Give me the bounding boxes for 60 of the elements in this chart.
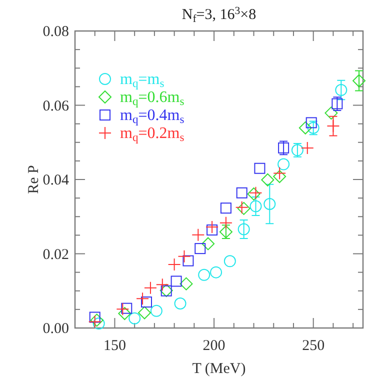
point bbox=[92, 318, 105, 330]
point bbox=[206, 220, 219, 234]
point bbox=[352, 74, 366, 88]
point bbox=[250, 200, 262, 212]
point bbox=[261, 173, 274, 186]
point bbox=[202, 237, 215, 250]
point bbox=[278, 158, 290, 170]
x-axis-title: T (MeV) bbox=[192, 361, 246, 377]
y-tick-label: 0.06 bbox=[42, 98, 70, 114]
point bbox=[298, 121, 312, 134]
point bbox=[144, 281, 157, 294]
legend-label: m$_{q}$=0.6m$_{s}$ bbox=[120, 89, 185, 108]
point bbox=[220, 202, 232, 214]
point bbox=[180, 277, 193, 290]
point bbox=[236, 187, 248, 198]
y-axis-title: Re P bbox=[26, 165, 42, 194]
legend-label: m$_{q}$=0.2m$_{s}$ bbox=[120, 125, 185, 144]
point bbox=[170, 276, 182, 287]
point bbox=[182, 255, 194, 266]
point bbox=[324, 106, 338, 120]
point bbox=[254, 162, 266, 174]
legend-label: m$_{q}$=0.4m$_{s}$ bbox=[120, 107, 185, 126]
y-tick-label: 0.04 bbox=[42, 172, 70, 188]
point bbox=[141, 296, 152, 308]
x-tick-label: 150 bbox=[103, 338, 126, 354]
point bbox=[273, 166, 286, 180]
point bbox=[264, 198, 276, 210]
point bbox=[300, 141, 314, 154]
point bbox=[89, 312, 100, 323]
x-tick-label: 200 bbox=[202, 338, 226, 354]
point bbox=[168, 258, 181, 272]
chart-title: N$_{f}$=3, 16$^{3}$×8 bbox=[182, 5, 256, 26]
legend-label: m$_{q}$=m$_{s}$ bbox=[120, 71, 165, 90]
point bbox=[128, 312, 141, 324]
point bbox=[219, 216, 232, 230]
point bbox=[224, 255, 236, 268]
point bbox=[335, 84, 348, 96]
point bbox=[116, 302, 130, 316]
point bbox=[238, 223, 250, 236]
point bbox=[156, 278, 169, 292]
point bbox=[121, 302, 132, 314]
point bbox=[138, 306, 152, 320]
point bbox=[306, 117, 317, 128]
point bbox=[150, 304, 162, 317]
point bbox=[278, 142, 290, 154]
y-tick-label: 0.08 bbox=[42, 24, 69, 40]
point bbox=[118, 307, 132, 320]
point bbox=[326, 120, 340, 133]
point bbox=[206, 224, 218, 236]
point bbox=[192, 228, 205, 242]
point bbox=[174, 297, 186, 310]
point bbox=[178, 250, 191, 263]
x-tick-label: 250 bbox=[302, 338, 325, 354]
y-tick-label: 0.02 bbox=[42, 246, 69, 263]
point bbox=[198, 268, 210, 281]
y-tick-label: 0.00 bbox=[42, 321, 69, 337]
point bbox=[210, 266, 222, 278]
point bbox=[136, 292, 150, 306]
point bbox=[194, 243, 206, 254]
point bbox=[273, 170, 286, 184]
